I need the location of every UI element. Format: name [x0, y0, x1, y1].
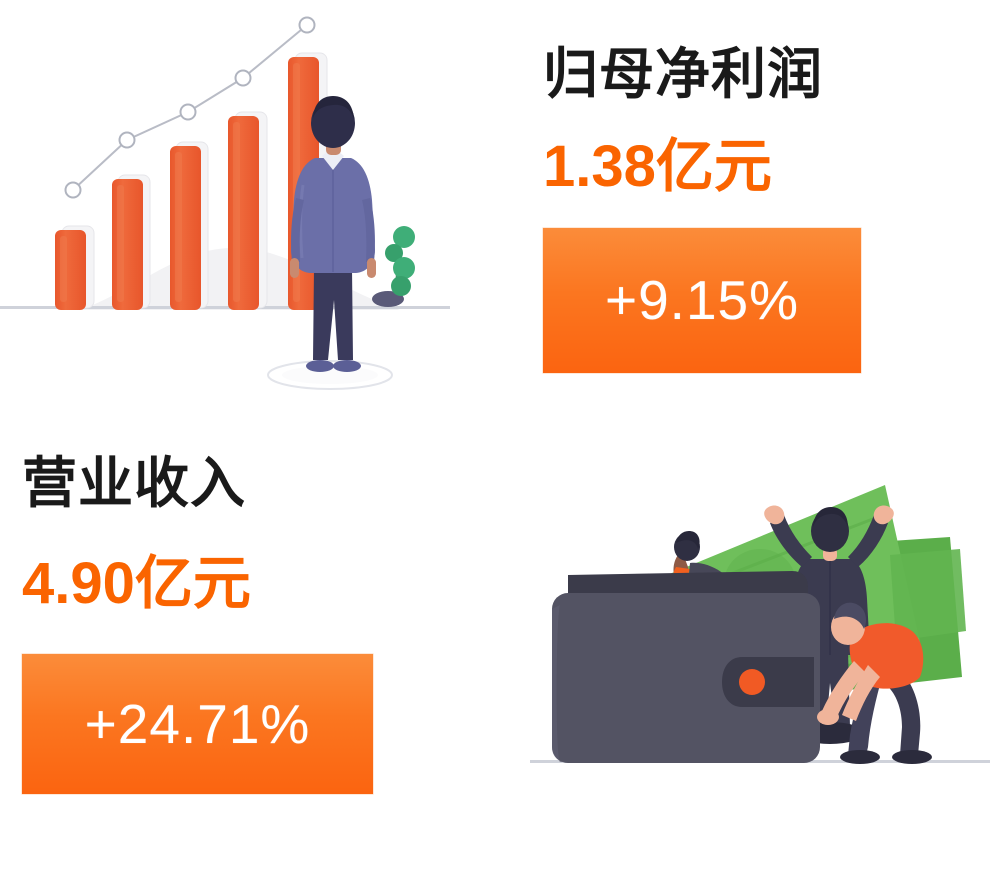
trend-marker-4 — [234, 69, 252, 87]
ground-line — [0, 306, 450, 309]
bar-3 — [170, 146, 201, 310]
net-profit-title: 归母净利润 — [543, 43, 824, 105]
bar-chart-svg — [0, 16, 450, 390]
businessman-figure — [267, 96, 393, 390]
net-profit-change-text: +9.15% — [604, 269, 800, 331]
hair — [834, 602, 866, 629]
trousers — [313, 268, 353, 360]
bar-4 — [228, 116, 259, 310]
growth-bar-chart-illustration — [0, 0, 450, 400]
wallet-body — [552, 593, 820, 763]
revenue-change-text: +24.71% — [84, 692, 311, 755]
wallet-money-illustration — [530, 455, 990, 795]
wallet-clasp-strap — [722, 657, 814, 707]
bar-1 — [55, 230, 86, 310]
wallet-flap — [568, 571, 808, 599]
head — [311, 98, 355, 148]
potted-plant — [372, 226, 415, 307]
trend-marker-5 — [298, 16, 316, 34]
head — [811, 510, 849, 552]
wallet — [552, 571, 820, 763]
wallet-svg — [530, 485, 990, 764]
revenue-value: 4.90亿元 — [22, 551, 251, 616]
net-profit-value: 1.38亿元 — [543, 134, 772, 199]
wallet-clasp-button — [739, 669, 765, 695]
revenue-title: 营业收入 — [22, 452, 247, 514]
net-profit-change-badge: +9.15% — [543, 228, 861, 373]
trend-marker-2 — [118, 131, 136, 149]
trend-marker-1 — [64, 181, 82, 199]
revenue-change-badge: +24.71% — [22, 654, 373, 794]
trend-markers — [64, 16, 316, 199]
trend-marker-3 — [179, 103, 197, 121]
bar-2 — [112, 179, 143, 310]
person-bending-figure — [817, 602, 932, 764]
